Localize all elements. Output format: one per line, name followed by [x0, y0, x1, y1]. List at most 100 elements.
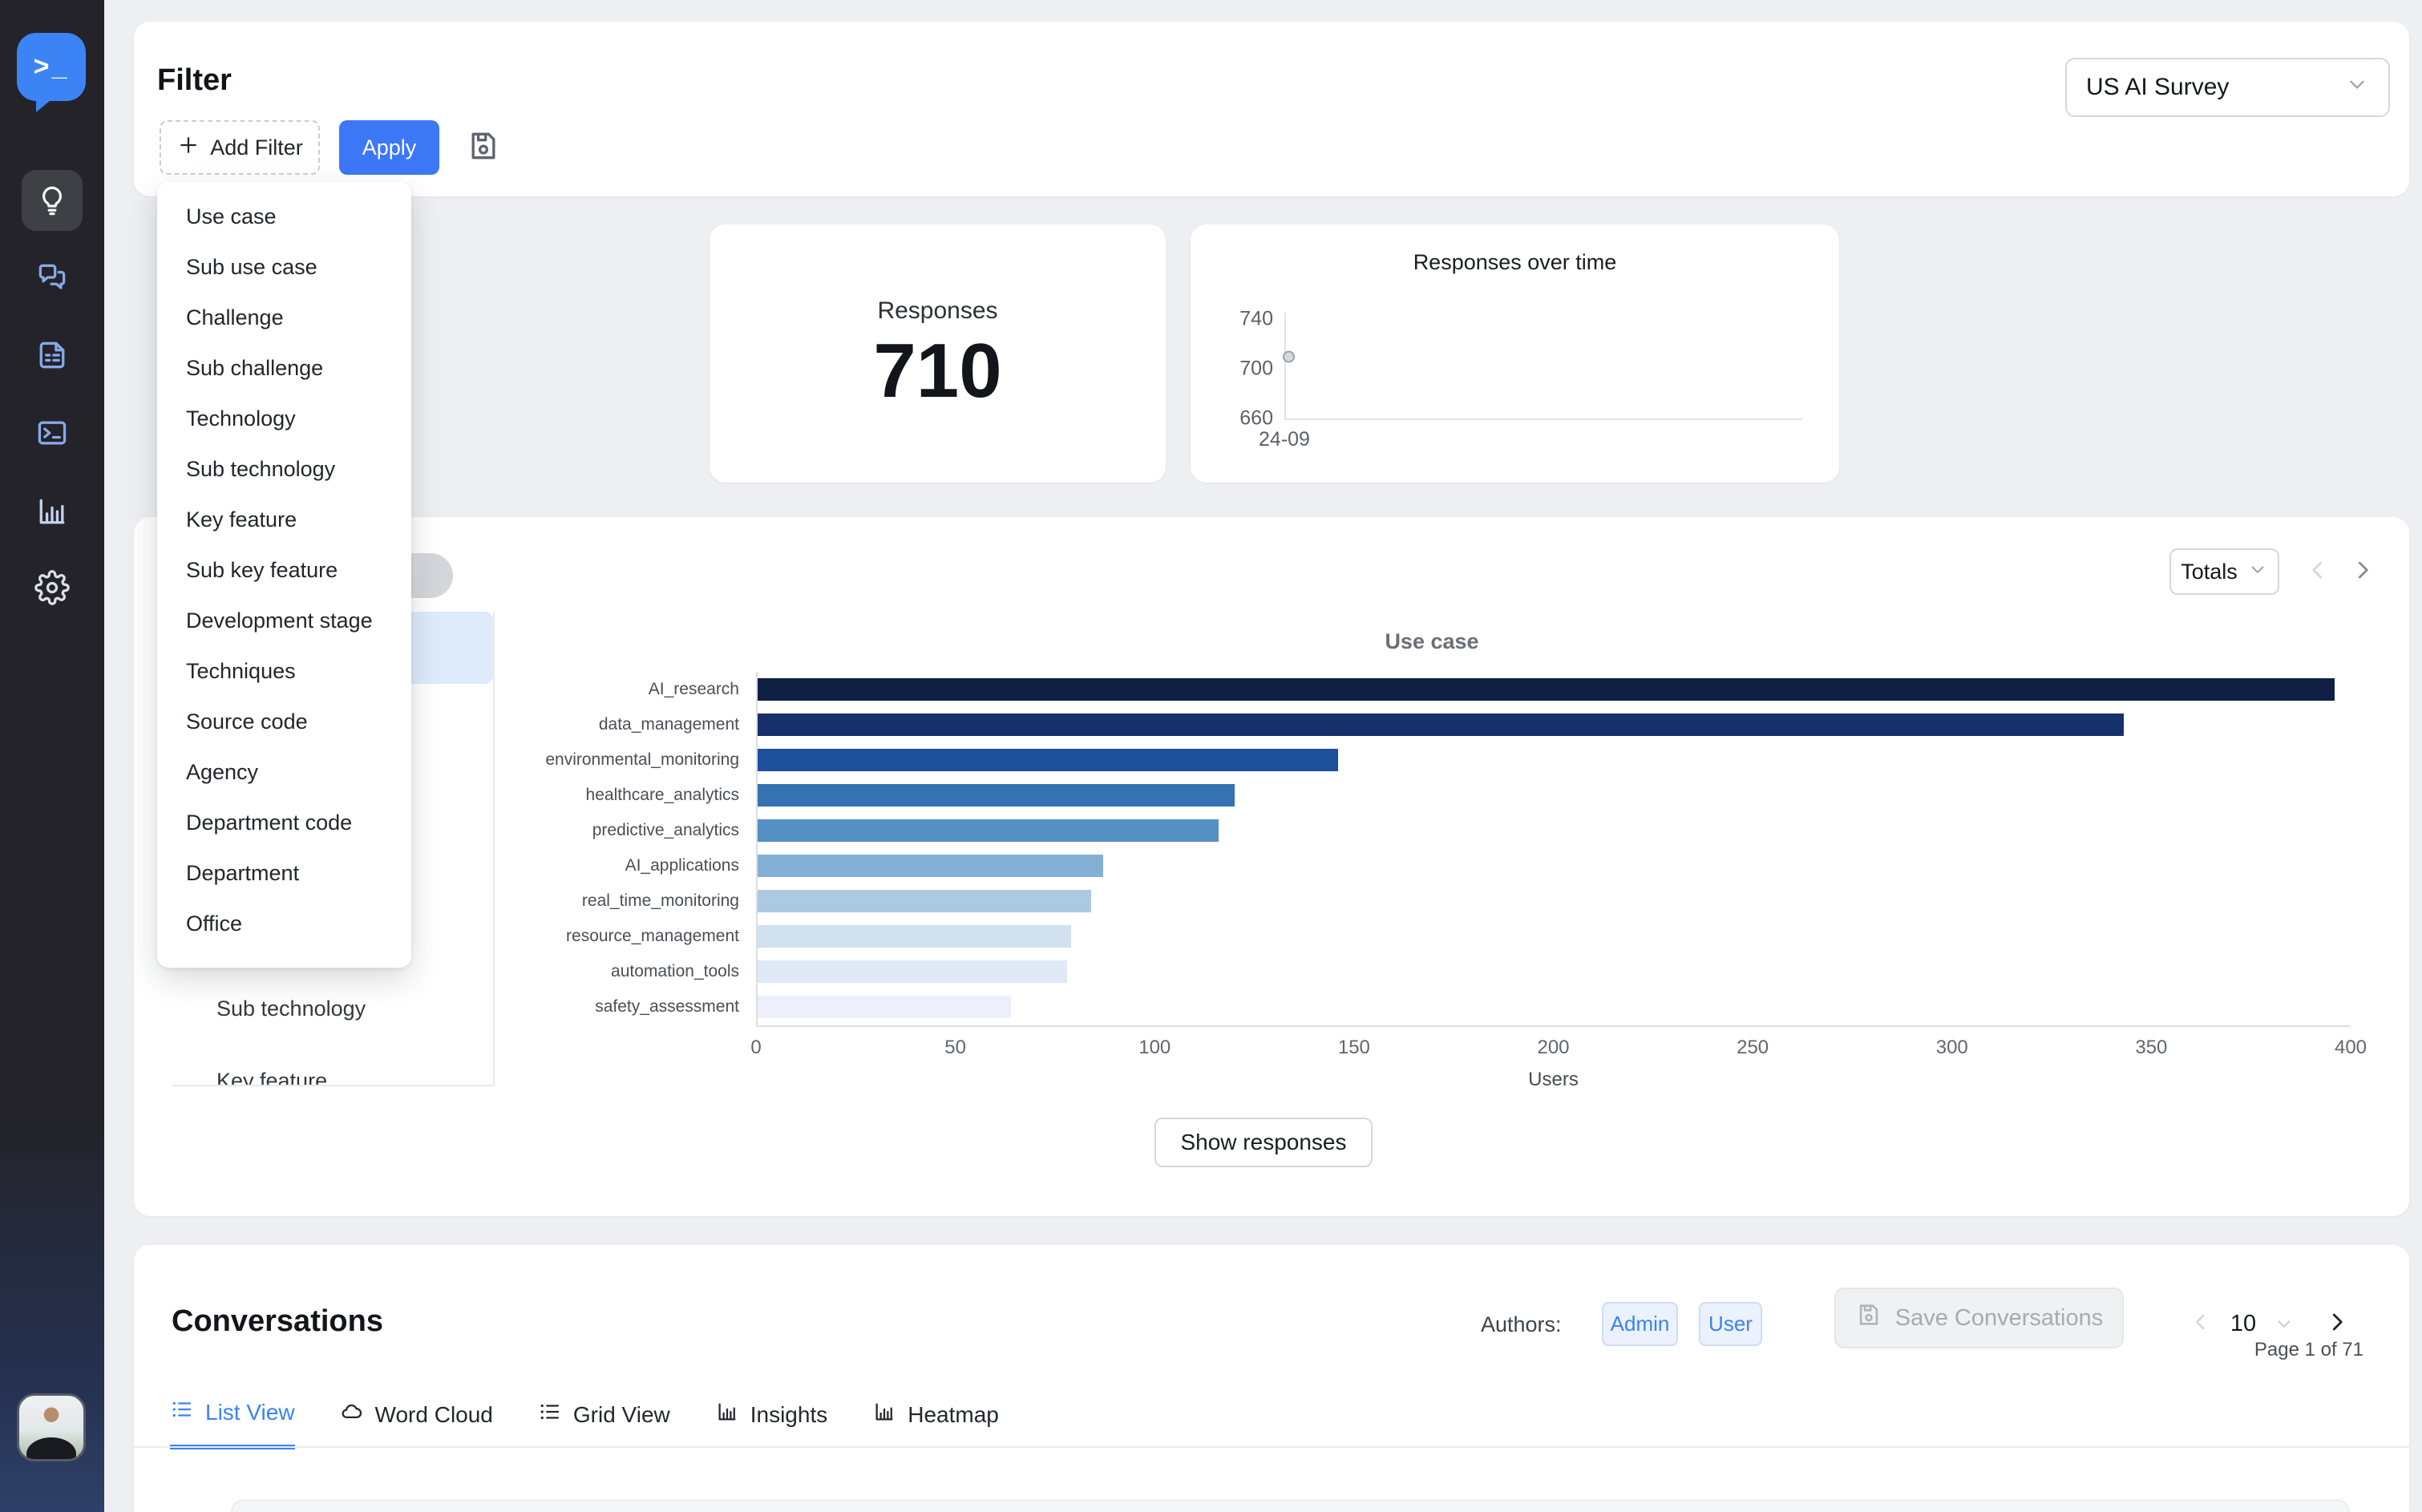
time-chart-y-tick: 660: [1239, 406, 1273, 430]
bar-row: AI_research: [513, 672, 2351, 707]
conversations-title: Conversations: [172, 1304, 383, 1338]
survey-selector[interactable]: US AI Survey: [2065, 58, 2390, 117]
tab-list-view[interactable]: List View: [170, 1397, 295, 1449]
filter-menu-item[interactable]: Department: [186, 861, 300, 885]
time-chart-y-axis: [1284, 313, 1286, 419]
bar-category-label: AI_applications: [625, 856, 739, 875]
chart-next-button[interactable]: [2347, 556, 2379, 588]
bar-category-label: environmental_monitoring: [545, 750, 739, 769]
sidebar-item-bar-chart[interactable]: [22, 481, 83, 542]
list-icon: [170, 1397, 194, 1427]
filter-menu-item[interactable]: Department code: [186, 811, 353, 835]
filter-menu-item[interactable]: Sub key feature: [186, 558, 338, 582]
bar[interactable]: [756, 890, 1091, 912]
bar-chart-icon: [715, 1400, 739, 1429]
bar[interactable]: [756, 925, 1071, 948]
bar-category-label: automation_tools: [611, 962, 739, 980]
bar-category-label: data_management: [598, 715, 739, 734]
bar-row: environmental_monitoring: [513, 742, 2351, 778]
bar[interactable]: [756, 960, 1067, 983]
bar[interactable]: [756, 784, 1235, 807]
filter-menu-item[interactable]: Key feature: [186, 507, 297, 532]
bar[interactable]: [756, 996, 1012, 1018]
add-filter-button[interactable]: Add Filter: [160, 120, 320, 175]
responses-card: Responses 710: [710, 224, 1166, 483]
filter-menu-item[interactable]: Techniques: [186, 659, 296, 683]
show-responses-button[interactable]: Show responses: [1154, 1118, 1373, 1167]
bar-row: real_time_monitoring: [513, 883, 2351, 919]
chart-category-item[interactable]: Key feature: [216, 1068, 328, 1086]
sidebar-item-document[interactable]: [22, 325, 83, 386]
bar-category-label: real_time_monitoring: [581, 891, 739, 910]
x-axis-tick: 350: [2135, 1037, 2168, 1058]
save-conversations-label: Save Conversations: [1894, 1304, 2104, 1331]
tab-insights[interactable]: Insights: [715, 1397, 828, 1449]
filter-menu-item[interactable]: Development stage: [186, 608, 373, 633]
filter-menu-item[interactable]: Sub challenge: [186, 356, 324, 380]
sidebar: >_: [0, 0, 104, 1512]
bar-chart-title: Use case: [1385, 629, 1479, 653]
tab-label: Grid View: [572, 1401, 670, 1427]
page-prev-button[interactable]: [2185, 1308, 2217, 1340]
sidebar-item-terminal[interactable]: [22, 402, 83, 463]
bar[interactable]: [756, 855, 1103, 877]
app-logo[interactable]: >_: [17, 33, 86, 112]
author-filter-admin[interactable]: Admin: [1602, 1302, 1678, 1346]
logo-terminal-icon: >_: [33, 51, 70, 82]
user-avatar[interactable]: [17, 1393, 86, 1461]
bar-category-label: healthcare_analytics: [585, 786, 739, 804]
conversation-list-card: [231, 1499, 2350, 1512]
bar[interactable]: [756, 819, 1219, 842]
bar-chart-y-axis: [756, 672, 758, 1026]
author-filter-user[interactable]: User: [1699, 1302, 1762, 1346]
bar-category-label: safety_assessment: [595, 997, 739, 1016]
sidebar-item-lightbulb[interactable]: [22, 170, 83, 231]
tab-grid-view[interactable]: Grid View: [538, 1397, 670, 1449]
tab-label: Insights: [750, 1401, 828, 1427]
filter-menu-item[interactable]: Source code: [186, 710, 308, 734]
tab-label: Heatmap: [908, 1401, 999, 1427]
filter-menu-item[interactable]: Agency: [186, 760, 259, 784]
bar-row: data_management: [513, 707, 2351, 742]
totals-label: Totals: [2181, 559, 2238, 584]
chevron-down-icon: [2247, 559, 2268, 585]
filter-menu-item[interactable]: Technology: [186, 406, 296, 431]
tab-heatmap[interactable]: Heatmap: [872, 1397, 999, 1449]
bar[interactable]: [756, 678, 2335, 701]
filter-menu-item[interactable]: Use case: [186, 204, 277, 228]
bar-chart-rows: AI_research data_management environmental_…: [513, 672, 2351, 1025]
bar[interactable]: [756, 749, 1338, 771]
apply-button[interactable]: Apply: [339, 120, 439, 175]
page-size-dropdown[interactable]: [2270, 1311, 2299, 1340]
cloud-icon: [340, 1400, 364, 1429]
tab-label: Word Cloud: [374, 1401, 493, 1427]
page-size-value: 10: [2230, 1310, 2257, 1336]
responses-over-time-card: Responses over time 740 700 660 24-09: [1191, 224, 1839, 483]
floppy-icon: [466, 128, 501, 166]
chevron-right-icon: [2348, 556, 2377, 588]
bar-row: predictive_analytics: [513, 813, 2351, 848]
view-tabs: List View Word Cloud Grid View Insights Heat…: [170, 1397, 999, 1449]
bar-row: healthcare_analytics: [513, 778, 2351, 813]
save-filter-button[interactable]: [464, 127, 503, 166]
x-axis-tick: 50: [944, 1037, 966, 1058]
bar-category-label: resource_management: [566, 927, 739, 945]
chart-prev-button[interactable]: [2302, 556, 2334, 588]
conversations-card: Conversations Authors: Admin User Save C…: [134, 1245, 2409, 1512]
totals-selector[interactable]: Totals: [2169, 548, 2279, 595]
chart-category-item[interactable]: Sub technology: [216, 996, 366, 1021]
gear-icon: [34, 570, 70, 605]
page-next-button[interactable]: [2319, 1306, 2355, 1341]
bar[interactable]: [756, 714, 2124, 736]
bar-category-label: AI_research: [648, 680, 739, 698]
tab-word-cloud[interactable]: Word Cloud: [340, 1397, 493, 1449]
filter-menu-item[interactable]: Sub use case: [186, 255, 317, 279]
save-conversations-button[interactable]: Save Conversations: [1834, 1288, 2124, 1348]
filter-menu-item[interactable]: Challenge: [186, 305, 284, 329]
filter-menu-item[interactable]: Sub technology: [186, 457, 336, 481]
sidebar-item-gear[interactable]: [22, 557, 83, 618]
sidebar-item-chat[interactable]: [22, 247, 83, 308]
time-chart-data-point[interactable]: [1283, 350, 1295, 362]
filter-menu-item[interactable]: Office: [186, 912, 243, 936]
